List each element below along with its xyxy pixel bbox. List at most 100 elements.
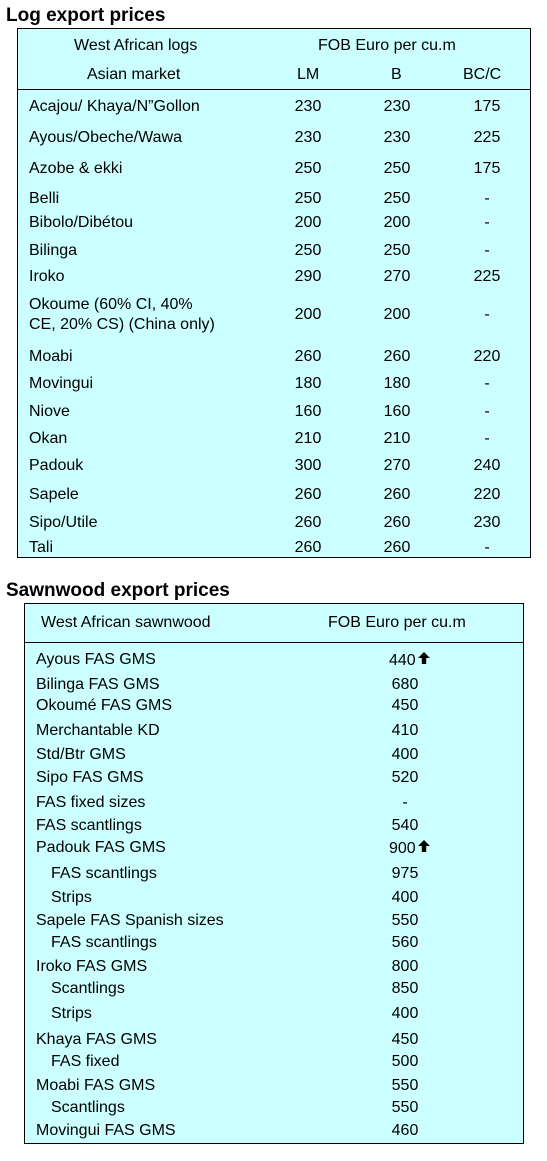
log-price-lm: 250 xyxy=(294,242,322,259)
log-price-b: 260 xyxy=(383,514,411,531)
sawn-price: 520 xyxy=(385,768,425,788)
sawn-price-value: 400 xyxy=(391,746,419,763)
sawn-product-name: FAS scantlings xyxy=(51,934,157,951)
sawn-price: 560 xyxy=(385,933,425,953)
sawn-price-value: 550 xyxy=(391,1077,419,1094)
log-price-bcc: - xyxy=(484,403,490,420)
log-species-name: Bibolo/Dibétou xyxy=(29,214,134,231)
log-header-species-line2: Asian market xyxy=(87,66,181,83)
log-price-bcc: - xyxy=(484,375,490,392)
sawn-price: 410 xyxy=(385,721,425,741)
log-price-lm: 260 xyxy=(294,539,322,556)
log-price-b: 160 xyxy=(383,403,411,420)
log-price-lm: 210 xyxy=(294,430,322,447)
sawn-header-divider xyxy=(25,642,523,643)
sawn-product-name: Ayous FAS GMS xyxy=(36,651,156,668)
sawn-product-name: FAS scantlings xyxy=(51,865,157,882)
log-price-b: 250 xyxy=(383,190,411,207)
log-section-title: Log export prices xyxy=(6,5,166,26)
sawn-price-value: 550 xyxy=(391,1099,419,1116)
log-price-lm: 200 xyxy=(294,214,322,231)
sawn-price: 850 xyxy=(385,979,425,999)
log-price-b: 210 xyxy=(383,430,411,447)
sawn-price-value: 850 xyxy=(391,980,419,997)
sawn-product-name: Bilinga FAS GMS xyxy=(36,676,160,693)
sawn-price-value: - xyxy=(402,794,408,811)
log-header-grade-bcc: BC/C xyxy=(463,66,502,83)
sawn-product-name: Iroko FAS GMS xyxy=(36,958,148,975)
log-species-name: Padouk xyxy=(29,457,84,474)
up-arrow-icon xyxy=(417,838,430,858)
log-species-name: Movingui xyxy=(29,375,94,392)
sawn-product-name: Okoumé FAS GMS xyxy=(36,697,173,714)
sawn-price-value: 975 xyxy=(391,865,419,882)
log-price-b: 270 xyxy=(383,457,411,474)
sawn-price: 400 xyxy=(385,745,425,765)
sawn-product-name: Merchantable KD xyxy=(36,722,160,739)
sawn-product-name: Movingui FAS GMS xyxy=(36,1122,176,1139)
sawn-price: 400 xyxy=(385,1004,425,1024)
sawn-price-value: 560 xyxy=(391,934,419,951)
sawn-product-name: Std/Btr GMS xyxy=(36,746,126,763)
log-species-name: Okoume (60% CI, 40% CE, 20% CS) (China on… xyxy=(29,295,215,335)
sawn-product-name: Moabi FAS GMS xyxy=(36,1077,156,1094)
sawn-price-value: 520 xyxy=(391,769,419,786)
log-species-name: Moabi xyxy=(29,348,73,365)
sawn-price-value: 440 xyxy=(389,652,416,669)
log-header-grade-lm: LM xyxy=(297,66,320,83)
sawn-price-value: 450 xyxy=(391,1031,419,1048)
sawn-product-name: FAS fixed sizes xyxy=(36,794,146,811)
sawn-product-name: FAS scantlings xyxy=(36,817,142,834)
sawn-price: 450 xyxy=(385,1030,425,1050)
sawn-header-product: West African sawnwood xyxy=(41,614,211,631)
sawn-price-value: 460 xyxy=(391,1122,419,1139)
log-price-bcc: - xyxy=(484,306,490,323)
sawn-price-value: 400 xyxy=(391,889,419,906)
sawn-product-name: Scantlings xyxy=(51,980,125,997)
log-price-bcc: 175 xyxy=(473,160,501,177)
sawn-price-value: 550 xyxy=(391,912,419,929)
log-price-b: 260 xyxy=(383,539,411,556)
log-species-name: Niove xyxy=(29,403,70,420)
sawn-price-value: 500 xyxy=(391,1053,419,1070)
log-price-lm: 200 xyxy=(294,306,322,323)
sawn-product-name: Sapele FAS Spanish sizes xyxy=(36,912,224,929)
log-price-bcc: - xyxy=(484,539,490,556)
log-price-bcc: 225 xyxy=(473,268,501,285)
log-price-b: 250 xyxy=(383,242,411,259)
sawn-price-value: 900 xyxy=(389,840,416,857)
log-price-lm: 300 xyxy=(294,457,322,474)
log-species-name: Bilinga xyxy=(29,242,78,259)
sawn-price: 800 xyxy=(385,957,425,977)
log-price-bcc: - xyxy=(484,430,490,447)
log-header-grade-b: B xyxy=(391,66,402,83)
log-price-b: 270 xyxy=(383,268,411,285)
log-price-lm: 260 xyxy=(294,514,322,531)
log-price-b: 260 xyxy=(383,486,411,503)
log-price-lm: 160 xyxy=(294,403,322,420)
sawn-product-name: Scantlings xyxy=(51,1099,125,1116)
log-price-bcc: 220 xyxy=(473,348,501,365)
sawn-product-name: Khaya FAS GMS xyxy=(36,1031,157,1048)
log-species-name: Sipo/Utile xyxy=(29,514,98,531)
sawn-price-value: 400 xyxy=(391,1005,419,1022)
log-price-lm: 230 xyxy=(294,98,322,115)
sawn-product-name: Strips xyxy=(51,1005,92,1022)
sawn-section-title: Sawnwood export prices xyxy=(6,580,230,601)
sawn-price: 975 xyxy=(385,864,425,884)
log-species-name: Tali xyxy=(29,539,54,556)
log-price-lm: 290 xyxy=(294,268,322,285)
log-price-bcc: - xyxy=(484,242,490,259)
log-species-name: Belli xyxy=(29,190,60,207)
sawn-product-name: FAS fixed xyxy=(51,1053,120,1070)
log-header-price: FOB Euro per cu.m xyxy=(318,37,456,54)
log-price-b: 260 xyxy=(383,348,411,365)
log-price-b: 200 xyxy=(383,306,411,323)
log-header-divider xyxy=(18,89,530,90)
log-price-lm: 180 xyxy=(294,375,322,392)
log-price-bcc: 225 xyxy=(473,129,501,146)
log-species-name: Acajou/ Khaya/N”Gollon xyxy=(29,98,200,115)
log-price-lm: 260 xyxy=(294,348,322,365)
sawn-price: 550 xyxy=(385,1076,425,1096)
sawn-price: 550 xyxy=(385,911,425,931)
